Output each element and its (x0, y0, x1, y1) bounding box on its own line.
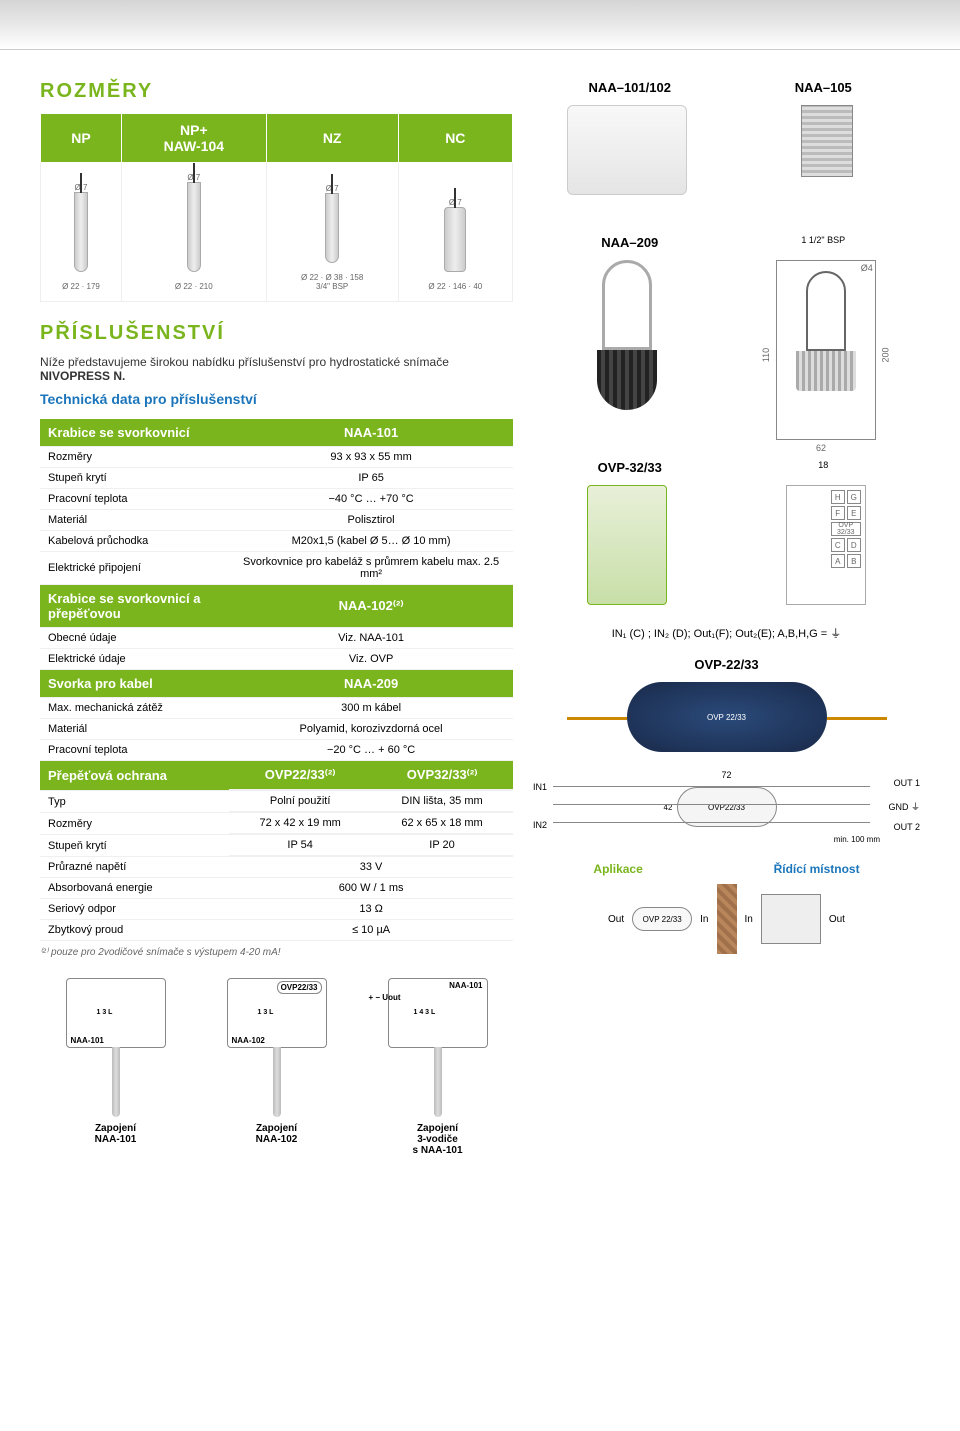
hdr-ovp22: OVP22/33⁽²⁾ (229, 761, 371, 790)
wiring-box-1: NAA-101 1 3 L (66, 978, 166, 1048)
img-junction-box (533, 105, 722, 215)
table-footnote: ⁽²⁾ pouze pro 2vodičové snímače s výstup… (40, 947, 513, 958)
wiring-diagrams: NAA-101 1 3 L Zapojení NAA-101 OVP22/33 … (40, 978, 513, 1156)
dim-cell-nz: Ø 7 Ø 22 · Ø 38 · 158 3/4" BSP (266, 163, 398, 302)
control-unit-icon (761, 894, 821, 944)
label-aplikace: Aplikace (593, 862, 642, 876)
dimensions-table: NP NP+ NAW-104 NZ NC Ø 7 Ø 22 · 179 Ø 7 … (40, 113, 513, 302)
wiring-box-3: NAA-101 + − Uout 1 4 3 L (388, 978, 488, 1048)
label-ovp2233: OVP-22/33 (533, 657, 920, 672)
hdr-krabice2: Krabice se svorkovnicí a přepěťovou (40, 585, 229, 628)
application-diagram: Out OVP 22/33 In In Out (533, 884, 920, 954)
hdr-krabice1: Krabice se svorkovnicí (40, 419, 229, 447)
label-naa101-102: NAA–101/102 (533, 80, 727, 95)
img-cable-gland (732, 105, 921, 215)
wiring-caption-1: Zapojení NAA-101 (40, 1123, 191, 1145)
header-stripe (0, 0, 960, 50)
dim-18: 18 (727, 460, 921, 475)
label-naa209: NAA–209 (533, 235, 727, 250)
application-labels: Aplikace Řídící místnost (533, 862, 920, 876)
tech-drawing-naa209: Ø4 110 200 62 (732, 260, 921, 440)
label-bsp112: 1 1/2" BSP (727, 235, 921, 250)
dim-cell-npnaw: Ø 7 Ø 22 · 210 (121, 163, 266, 302)
img-ovp-module (533, 485, 722, 605)
dim-hdr-nc: NC (398, 114, 512, 163)
label-ovp3233: OVP-32/33 (533, 460, 727, 475)
img-cable-clamp (533, 260, 722, 440)
tech-data-subtitle: Technická data pro příslušenství (40, 391, 513, 407)
label-ridici: Řídící místnost (774, 862, 860, 876)
dim-hdr-nz: NZ (266, 114, 398, 163)
wiring-caption-3: Zapojení 3-vodiče s NAA-101 (362, 1123, 513, 1156)
wiring-caption-2: Zapojení NAA-102 (201, 1123, 352, 1145)
intro-text: Níže představujeme širokou nabídku přísl… (40, 355, 513, 383)
hdr-naa209: NAA-209 (229, 670, 513, 698)
app-ovp-oval: OVP 22/33 (632, 907, 692, 931)
tech-data-table: Krabice se svorkovnicíNAA-101 Rozměry93 … (40, 419, 513, 941)
section-title-rozmery: ROZMĚRY (40, 80, 513, 103)
hdr-naa102: NAA-102⁽²⁾ (229, 585, 513, 628)
dim-cell-nc: Ø 7 Ø 22 · 146 · 40 (398, 163, 512, 302)
section-title-prislusenstvi: PŘÍSLUŠENSTVÍ (40, 322, 513, 345)
dim-hdr-npnaw: NP+ NAW-104 (121, 114, 266, 163)
hdr-naa101: NAA-101 (229, 419, 513, 447)
wiring-box-2: OVP22/33 NAA-102 1 3 L (227, 978, 327, 1048)
ovp2233-schematic: IN1 IN2 OUT 1 GND ⏚ OUT 2 72 OVP22/3342 … (533, 772, 920, 842)
hdr-prepet: Přepěťová ochrana (40, 761, 229, 791)
wall-icon (717, 884, 737, 954)
label-naa105: NAA–105 (727, 80, 921, 95)
dim-hdr-np: NP (41, 114, 122, 163)
dim-cell-np: Ø 7 Ø 22 · 179 (41, 163, 122, 302)
hdr-ovp32: OVP32/33⁽²⁾ (371, 761, 513, 790)
hdr-svorka: Svorka pro kabel (40, 670, 229, 698)
formula-ovp: IN₁ (C) ; IN₂ (D); Out₁(F); Out₂(E); A,B… (533, 625, 920, 641)
pin-diagram-ovp3233: HG FE OVP 32/33 CD AB (732, 485, 921, 605)
img-ovp2233-device: OVP 22/33 (627, 682, 827, 752)
